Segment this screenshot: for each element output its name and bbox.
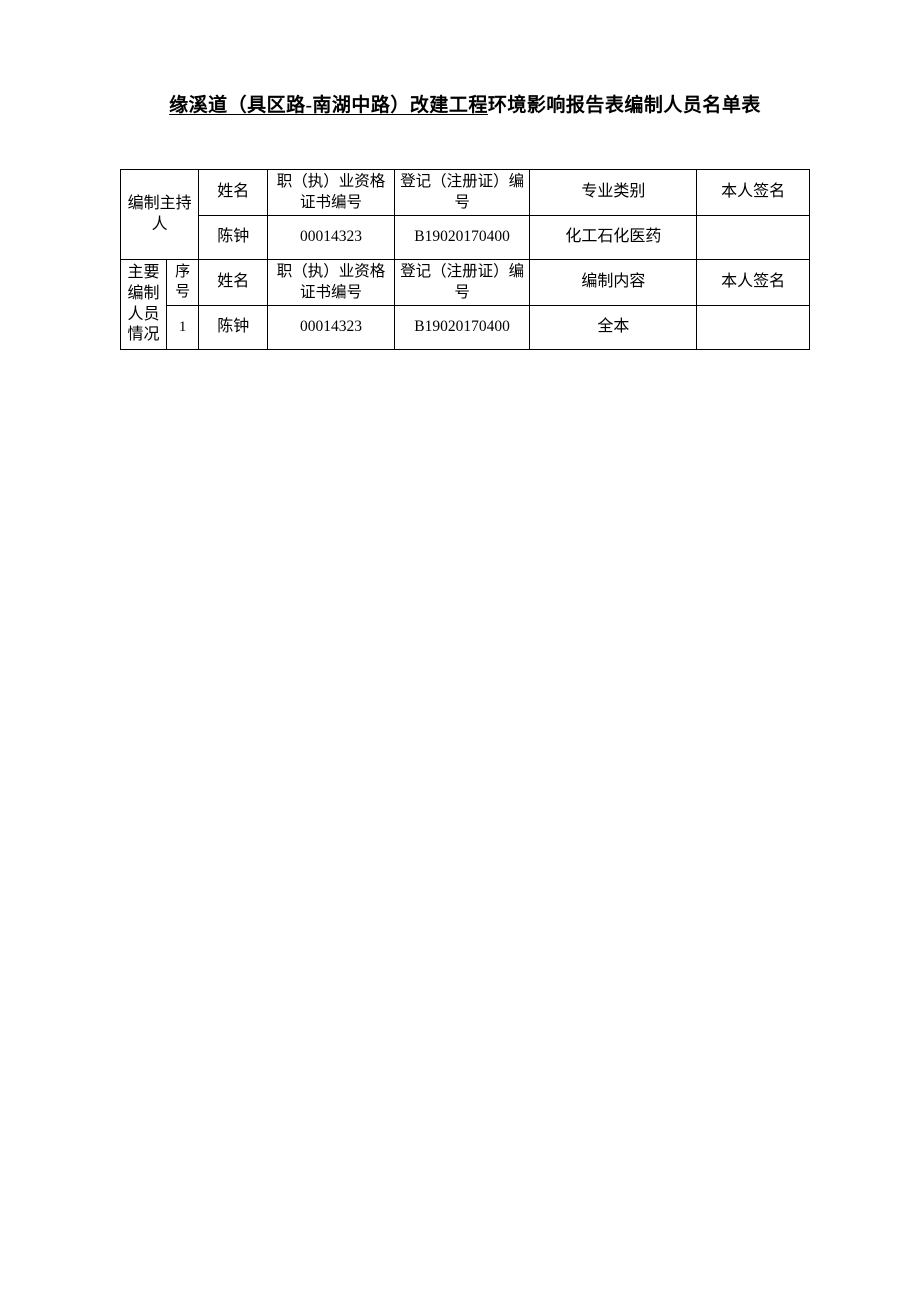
col-header-content: 编制内容	[530, 260, 697, 306]
col-header-reg: 登记（注册证）编号	[394, 170, 530, 216]
cell-cert2: 00014323	[268, 306, 395, 350]
col-header-cert2: 职（执）业资格证书编号	[268, 260, 395, 306]
col-header-category: 专业类别	[530, 170, 697, 216]
personnel-table: 编制主持人 姓名 职（执）业资格证书编号 登记（注册证）编号 专业类别 本人签名…	[120, 169, 810, 350]
cell-signature2	[697, 306, 810, 350]
cell-category: 化工石化医药	[530, 216, 697, 260]
section2-label: 主要编制人员情况	[121, 260, 167, 350]
page-title: 缘溪道（具区路-南湖中路）改建工程环境影响报告表编制人员名单表	[120, 90, 810, 117]
section2-data-row: 1 陈钟 00014323 B19020170400 全本	[121, 306, 810, 350]
col-header-cert: 职（执）业资格证书编号	[268, 170, 395, 216]
section1-data-row: 陈钟 00014323 B19020170400 化工石化医药	[121, 216, 810, 260]
col-header-signature: 本人签名	[697, 170, 810, 216]
col-header-name2: 姓名	[199, 260, 268, 306]
cell-name: 陈钟	[199, 216, 268, 260]
cell-name2: 陈钟	[199, 306, 268, 350]
section1-label: 编制主持人	[121, 170, 199, 260]
cell-seq: 1	[167, 306, 199, 350]
cell-signature	[697, 216, 810, 260]
col-header-signature2: 本人签名	[697, 260, 810, 306]
col-header-name: 姓名	[199, 170, 268, 216]
section2-header-row: 主要编制人员情况 序号 姓名 职（执）业资格证书编号 登记（注册证）编号 编制内…	[121, 260, 810, 306]
cell-reg: B19020170400	[394, 216, 530, 260]
section1-header-row: 编制主持人 姓名 职（执）业资格证书编号 登记（注册证）编号 专业类别 本人签名	[121, 170, 810, 216]
title-rest: 环境影响报告表编制人员名单表	[488, 95, 761, 116]
title-underlined: 缘溪道（具区路-南湖中路）改建工程	[169, 95, 488, 116]
cell-content: 全本	[530, 306, 697, 350]
col-header-seq: 序号	[167, 260, 199, 306]
col-header-reg2: 登记（注册证）编号	[394, 260, 530, 306]
cell-cert: 00014323	[268, 216, 395, 260]
cell-reg2: B19020170400	[394, 306, 530, 350]
